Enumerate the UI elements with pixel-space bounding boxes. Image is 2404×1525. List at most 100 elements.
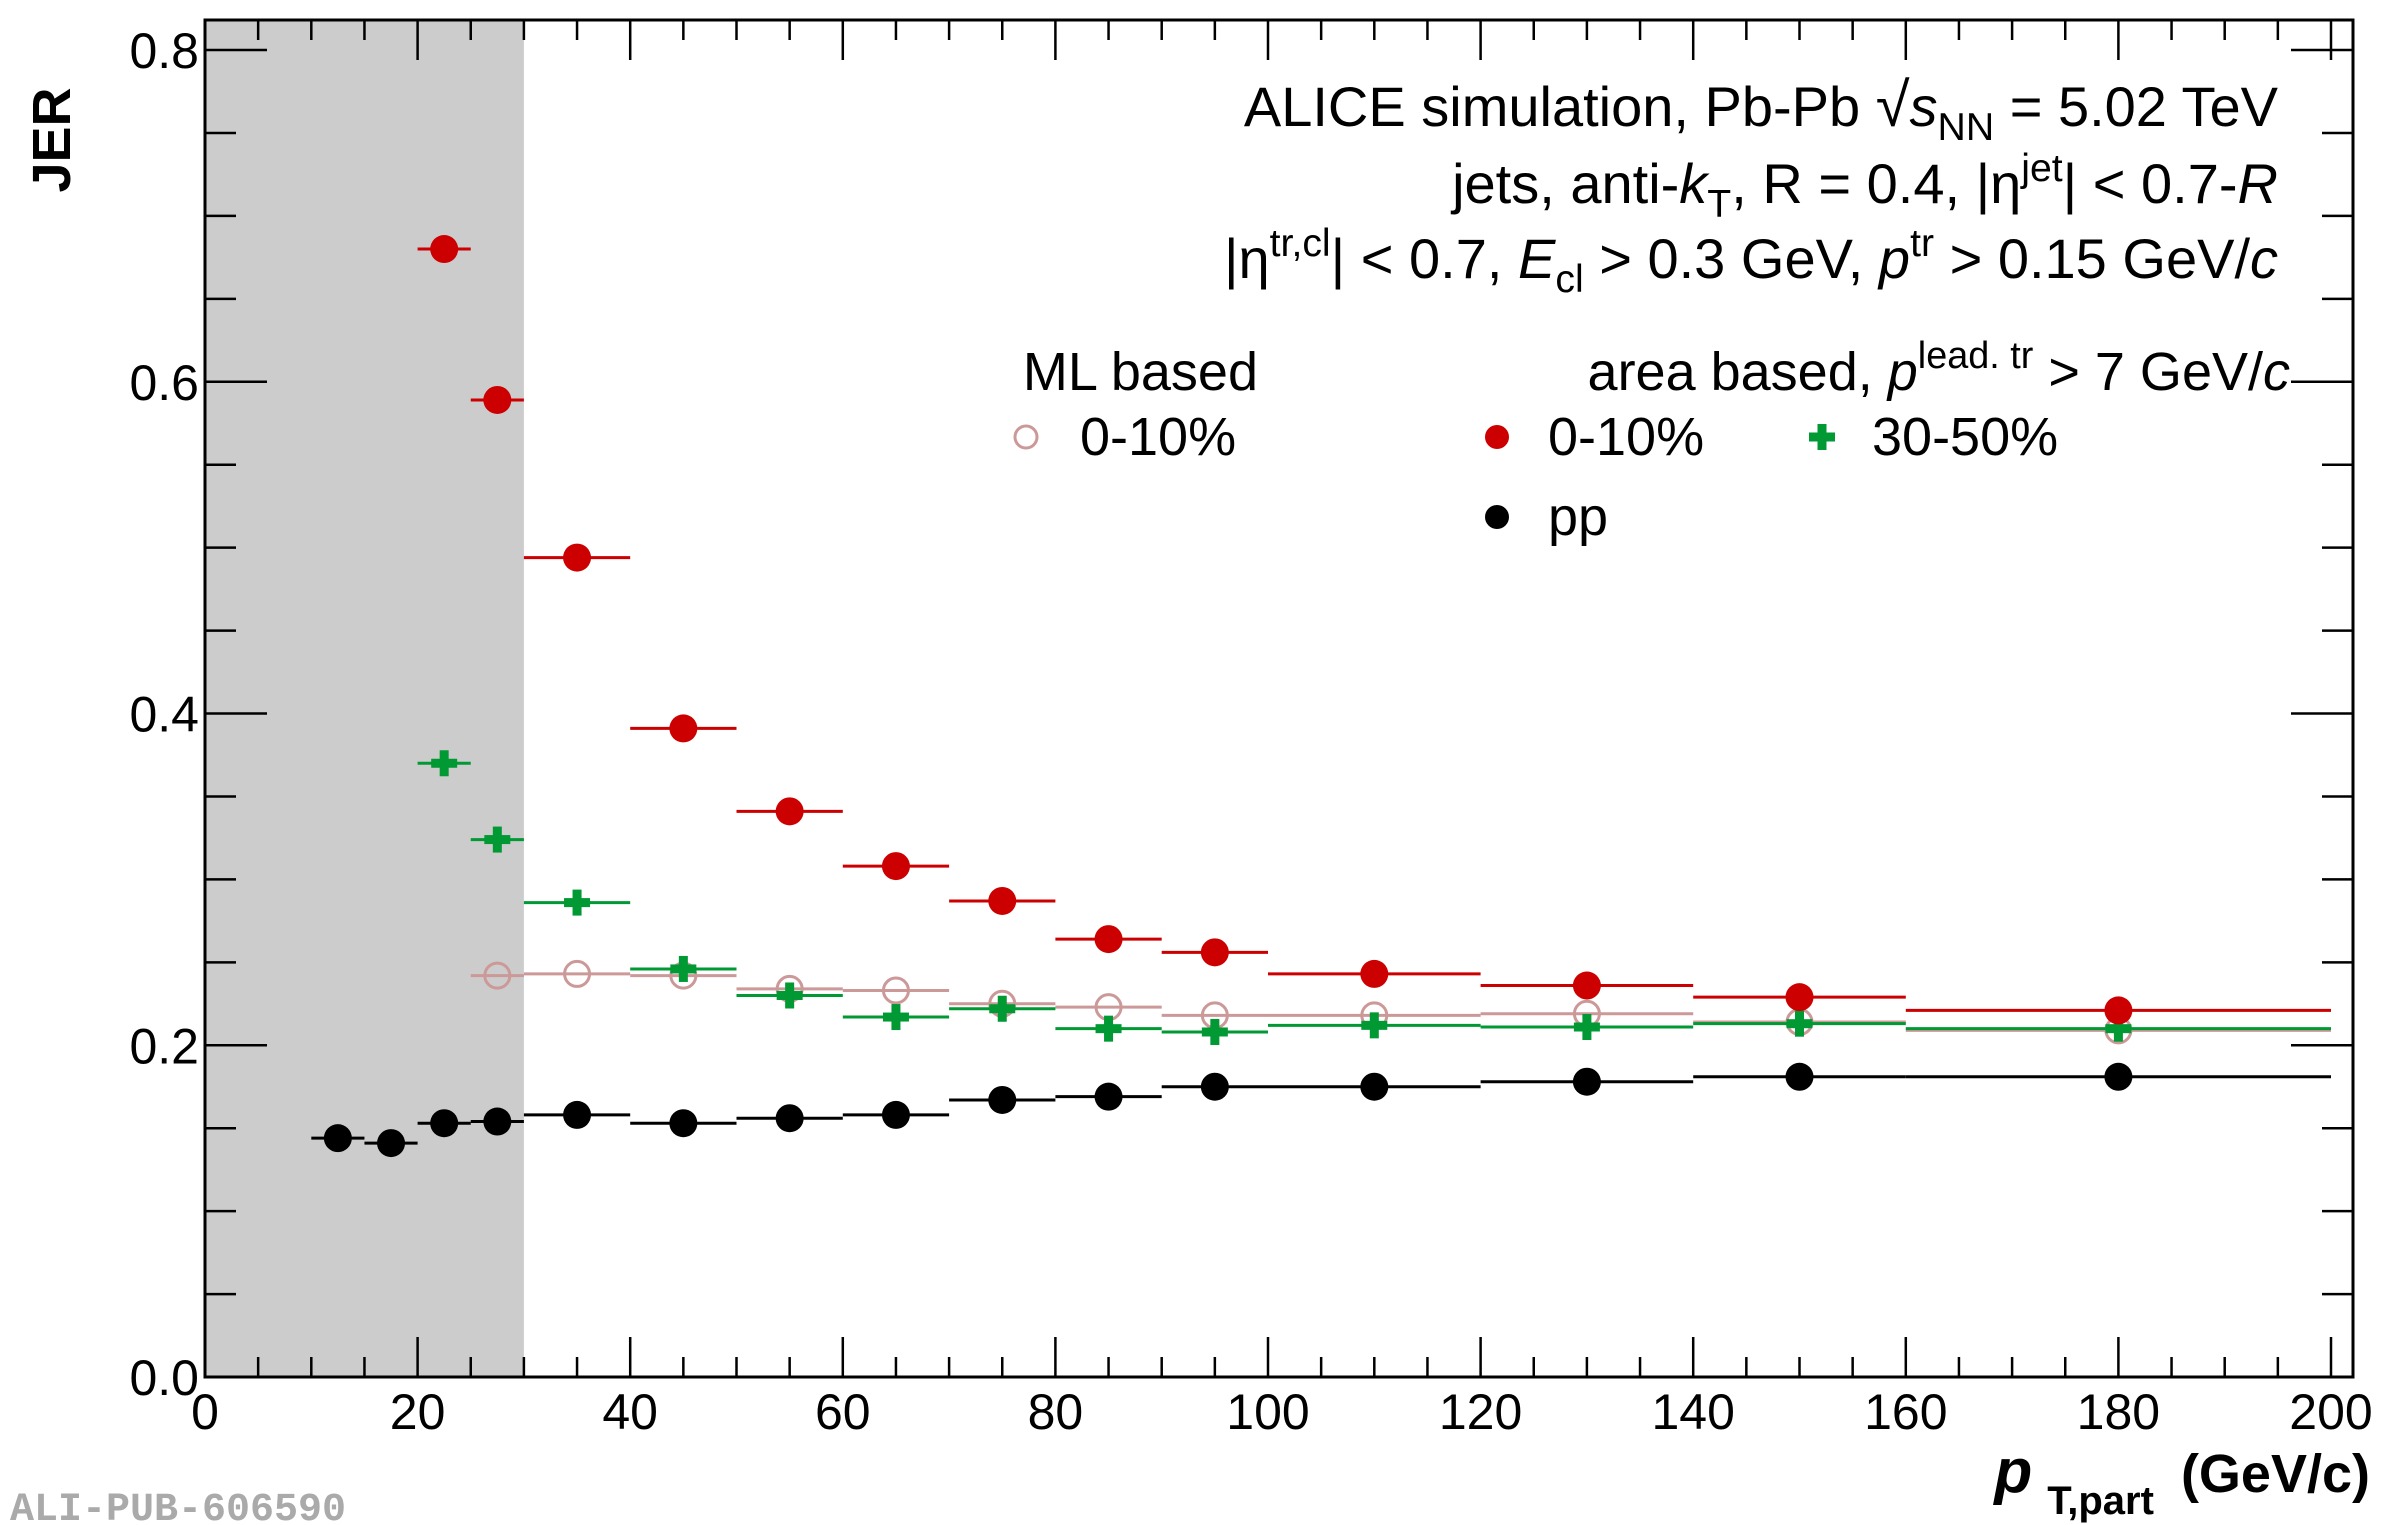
- text-part: c: [2250, 227, 2278, 290]
- text-part: , R = 0.4, |η: [1731, 152, 2021, 215]
- data-point: [988, 1085, 1017, 1114]
- legend-label: 30-50%: [1872, 407, 2058, 467]
- text-part: k: [1679, 152, 1710, 215]
- plus-v: [1795, 1010, 1804, 1037]
- plus-v: [1369, 1012, 1379, 1039]
- data-point: [1200, 1072, 1229, 1101]
- x-axis-label-unit: (GeV/c): [2181, 1444, 2370, 1504]
- series-pp: [311, 1062, 2331, 1158]
- text-part: > 0.15 GeV/: [1934, 227, 2250, 290]
- data-point: [483, 961, 512, 990]
- data-point: [776, 982, 803, 1009]
- data-point: [1360, 1072, 1389, 1101]
- annotation-line3: |ηtr,cl| < 0.7, Ecl > 0.3 GeV, ptr > 0.1…: [1224, 222, 2278, 301]
- data-point: [882, 1004, 909, 1031]
- plus-v: [1582, 1014, 1592, 1041]
- x-tick-label: 180: [2077, 1384, 2160, 1440]
- text-part: lead. tr: [1918, 335, 2034, 377]
- data-point: [775, 797, 804, 826]
- x-tick-label: 100: [1226, 1384, 1309, 1440]
- y-axis-label: JER: [22, 87, 82, 192]
- x-tick-label: 40: [602, 1384, 658, 1440]
- data-point: [563, 959, 592, 988]
- text-part: jets, anti-: [1450, 152, 1679, 215]
- shaded-region: [205, 20, 524, 1377]
- legend: ML based area based, plead. tr > 7 GeV/c0…: [1013, 335, 2290, 547]
- x-tick-label: 200: [2289, 1384, 2372, 1440]
- x-tick-label: 0: [191, 1384, 219, 1440]
- data-point: [881, 976, 910, 1005]
- plus-v: [678, 955, 688, 982]
- data-point: [483, 385, 512, 414]
- text-part: s: [1910, 75, 1938, 138]
- data-point: [1572, 971, 1601, 1000]
- y-tick-label: 0.6: [129, 355, 199, 411]
- data-point: [2104, 996, 2133, 1025]
- axis-tick-labels: 0 20 40 60 80 100 120 140 160 180 200 0.0 0.2 0.4 0.6 0…: [129, 23, 2372, 1440]
- data-point: [377, 1129, 406, 1158]
- data-point: [989, 995, 1016, 1022]
- legend-entry-area_0_10: 0-10%: [1485, 407, 1704, 467]
- annotation-text: ALICE simulation, Pb-Pb √sNN = 5.02 TeVj…: [1224, 71, 2279, 301]
- text-part: tr,cl: [1270, 222, 1331, 265]
- legend-label: 0-10%: [1548, 407, 1704, 467]
- legend-header-area: area based, plead. tr > 7 GeV/c: [1588, 335, 2290, 402]
- y-tick-label: 0.0: [129, 1350, 199, 1406]
- legend-marker-filled-circle-icon: [1485, 505, 1509, 529]
- legend-marker-filled-circle-icon: [1485, 425, 1509, 449]
- x-axis-label-main: p: [1992, 1437, 2032, 1506]
- text-part: jet: [2020, 147, 2063, 190]
- plus-v: [572, 889, 582, 916]
- text-part: T: [1707, 183, 1731, 226]
- legend-entry-ml_0_10: 0-10%: [1013, 407, 1236, 467]
- plot-frame: [203, 18, 2355, 1379]
- text-part: c: [2263, 342, 2290, 402]
- data-point: [1360, 959, 1389, 988]
- data-point: [1361, 1012, 1388, 1039]
- legend-entry-area_30_50: 30-50%: [1809, 407, 2058, 467]
- plus-v: [997, 995, 1007, 1022]
- y-tick-label: 0.2: [129, 1018, 199, 1074]
- series-layer: [311, 235, 2331, 1158]
- data-point: [563, 1100, 592, 1129]
- data-point: [1573, 1014, 1600, 1041]
- plus-v: [492, 826, 502, 853]
- series-area_30_50: [417, 750, 2331, 1045]
- plus-v: [1210, 1018, 1220, 1045]
- text-part: R: [2238, 152, 2278, 215]
- data-point: [1201, 1018, 1228, 1045]
- series-area_0_10: [417, 235, 2331, 1025]
- data-point: [323, 1124, 352, 1153]
- text-part: tr: [1910, 222, 1934, 265]
- annotation-line1: ALICE simulation, Pb-Pb √sNN = 5.02 TeV: [1244, 71, 2279, 149]
- x-tick-label: 60: [815, 1384, 871, 1440]
- data-point: [988, 886, 1017, 915]
- data-point: [669, 714, 698, 743]
- data-point: [430, 1109, 459, 1138]
- data-point: [1785, 1062, 1814, 1091]
- data-point: [431, 750, 458, 777]
- text-part: | < 0.7,: [1331, 227, 1518, 290]
- text-part: |η: [1224, 227, 1270, 290]
- data-point: [2105, 1015, 2132, 1042]
- plus-v: [1104, 1015, 1114, 1042]
- text-part: p: [1886, 342, 1918, 402]
- data-point: [483, 1107, 512, 1136]
- data-point: [1572, 1067, 1601, 1096]
- legend-label: 0-10%: [1080, 407, 1236, 467]
- plus-v: [1817, 424, 1827, 450]
- plus-v: [785, 982, 795, 1009]
- text-part: E: [1518, 227, 1556, 290]
- data-point: [1095, 1015, 1122, 1042]
- data-point: [881, 1100, 910, 1129]
- data-point: [430, 235, 459, 264]
- data-point: [669, 1109, 698, 1138]
- text-part: √: [1876, 71, 1910, 140]
- legend-label: pp: [1548, 487, 1608, 547]
- data-point: [1200, 938, 1229, 967]
- x-tick-label: 120: [1439, 1384, 1522, 1440]
- y-tick-label: 0.8: [129, 23, 199, 79]
- plus-v: [2113, 1015, 2123, 1042]
- x-axis-label-sub: T,part: [2047, 1479, 2154, 1523]
